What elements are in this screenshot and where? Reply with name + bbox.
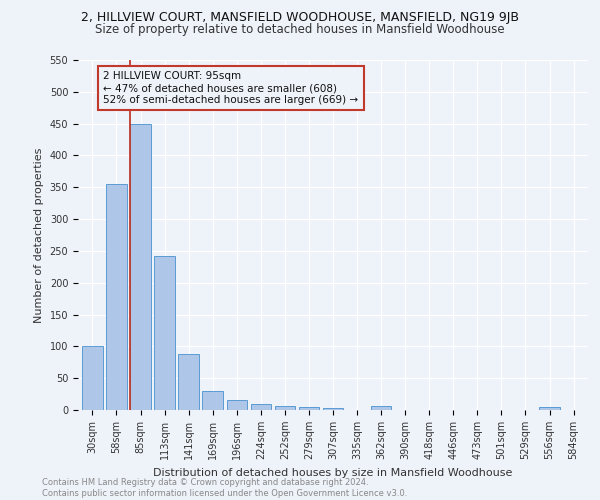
Text: 2 HILLVIEW COURT: 95sqm
← 47% of detached houses are smaller (608)
52% of semi-d: 2 HILLVIEW COURT: 95sqm ← 47% of detache… xyxy=(103,72,358,104)
X-axis label: Distribution of detached houses by size in Mansfield Woodhouse: Distribution of detached houses by size … xyxy=(154,468,512,477)
Bar xyxy=(130,124,151,410)
Text: Contains HM Land Registry data © Crown copyright and database right 2024.
Contai: Contains HM Land Registry data © Crown c… xyxy=(42,478,407,498)
Bar xyxy=(299,407,319,410)
Bar xyxy=(323,408,343,410)
Bar xyxy=(106,184,127,410)
Bar xyxy=(154,256,175,410)
Y-axis label: Number of detached properties: Number of detached properties xyxy=(34,148,44,322)
Bar xyxy=(251,404,271,410)
Bar xyxy=(371,406,391,410)
Bar xyxy=(202,391,223,410)
Text: Size of property relative to detached houses in Mansfield Woodhouse: Size of property relative to detached ho… xyxy=(95,22,505,36)
Bar xyxy=(275,406,295,410)
Bar xyxy=(82,346,103,410)
Text: 2, HILLVIEW COURT, MANSFIELD WOODHOUSE, MANSFIELD, NG19 9JB: 2, HILLVIEW COURT, MANSFIELD WOODHOUSE, … xyxy=(81,11,519,24)
Bar xyxy=(178,354,199,410)
Bar xyxy=(227,400,247,410)
Bar xyxy=(539,407,560,410)
